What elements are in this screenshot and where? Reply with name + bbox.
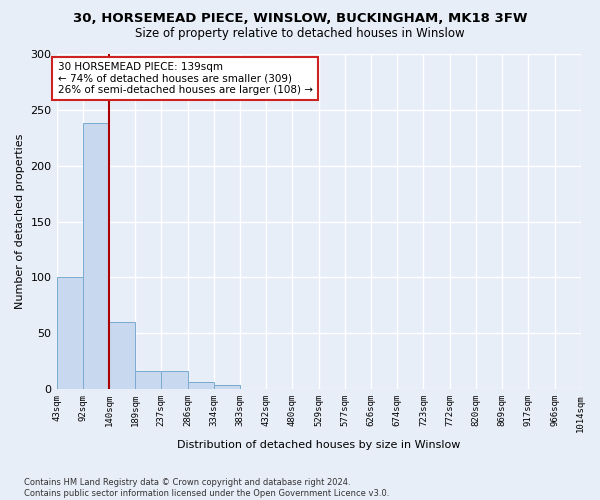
Bar — [136, 372, 161, 389]
Bar — [109, 322, 136, 389]
Text: 30 HORSEMEAD PIECE: 139sqm
← 74% of detached houses are smaller (309)
26% of sem: 30 HORSEMEAD PIECE: 139sqm ← 74% of deta… — [58, 62, 313, 95]
Text: 30, HORSEMEAD PIECE, WINSLOW, BUCKINGHAM, MK18 3FW: 30, HORSEMEAD PIECE, WINSLOW, BUCKINGHAM… — [73, 12, 527, 26]
Y-axis label: Number of detached properties: Number of detached properties — [15, 134, 25, 310]
Text: Size of property relative to detached houses in Winslow: Size of property relative to detached ho… — [135, 28, 465, 40]
Bar — [56, 278, 83, 389]
Bar — [188, 382, 214, 389]
X-axis label: Distribution of detached houses by size in Winslow: Distribution of detached houses by size … — [177, 440, 460, 450]
Bar — [214, 384, 240, 389]
Bar — [161, 372, 188, 389]
Bar — [83, 124, 109, 389]
Text: Contains HM Land Registry data © Crown copyright and database right 2024.
Contai: Contains HM Land Registry data © Crown c… — [24, 478, 389, 498]
